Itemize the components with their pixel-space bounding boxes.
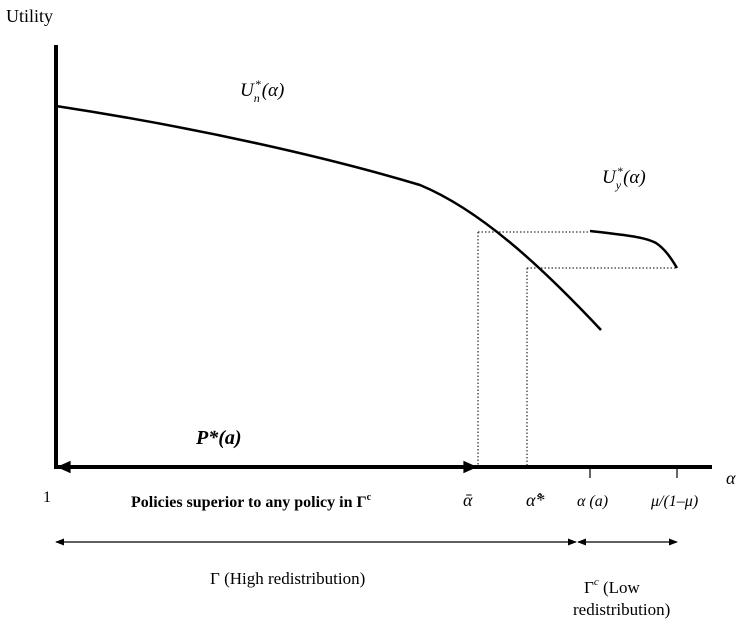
- un-curve: [55, 104, 602, 331]
- tick-label-alpha-a: α (a): [577, 493, 608, 510]
- tick-label-alpha-hat-star: α̂*: [526, 490, 544, 510]
- tick-label-one: 1: [43, 489, 51, 506]
- uy-curve: [589, 229, 679, 269]
- policies-superior-label: Policies superior to any policy in Γc: [131, 492, 372, 511]
- tick-label-mu-ratio: μ/(1–μ): [650, 493, 698, 510]
- uy-curve-label: U* y (α): [602, 164, 646, 192]
- gamma-c-range-label: Γc (Low: [584, 576, 641, 597]
- x-axis-label: α: [726, 468, 736, 488]
- tick-label-alpha-bar: ᾱ: [463, 490, 473, 510]
- y-axis-label: Utility: [6, 6, 53, 26]
- gamma-c-range-label-line2: redistribution): [573, 600, 670, 619]
- p-star-label: P*(a): [195, 427, 242, 449]
- un-curve-label: U* n (α): [240, 77, 284, 105]
- gamma-range-label: Γ (High redistribution): [210, 569, 365, 588]
